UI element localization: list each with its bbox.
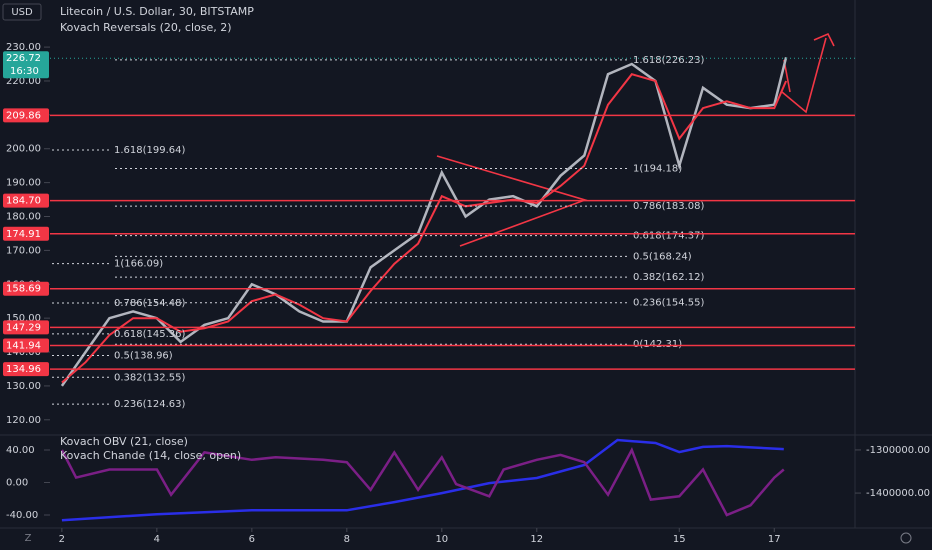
x-tick-label: 6 <box>249 534 255 545</box>
x-tick-label: 12 <box>530 534 543 545</box>
level-box <box>3 320 49 335</box>
arrow-head <box>813 32 835 47</box>
legend-entry: Kovach OBV (21, close) <box>60 435 188 448</box>
fib-label: 0.618(145.36) <box>114 329 186 340</box>
y-tick-label: -40.00 <box>6 510 38 521</box>
level-box <box>3 338 49 353</box>
fib-label: 0.5(168.24) <box>633 251 692 262</box>
level-label: 147.29 <box>6 322 41 333</box>
fib-label: 0.5(138.96) <box>114 351 173 362</box>
timezone-icon[interactable]: Z <box>25 533 32 544</box>
level-box <box>3 193 49 208</box>
y2-tick-label: -1400000.00 <box>866 488 930 499</box>
y-tick-label: 0.00 <box>6 478 28 489</box>
price-label: 226.72 <box>6 53 41 64</box>
chart-title: Litecoin / U.S. Dollar, 30, BITSTAMP <box>60 5 254 18</box>
level-box <box>3 108 49 123</box>
y-tick-label: 170.00 <box>6 245 41 256</box>
fib-label: 1(166.09) <box>114 259 163 270</box>
arrow-drawing <box>781 37 827 114</box>
level-label: 184.70 <box>6 196 41 207</box>
y-tick-label: 190.00 <box>6 178 41 189</box>
fib-label: 0.236(124.63) <box>114 399 186 410</box>
unit-box[interactable] <box>2 3 42 21</box>
y-tick-label: 150.00 <box>6 313 41 324</box>
x-tick-label: 2 <box>59 534 65 545</box>
series-line <box>61 73 788 384</box>
x-tick-label: 17 <box>768 534 781 545</box>
x-tick-label: 4 <box>154 534 160 545</box>
unit: USD <box>11 7 33 18</box>
fib-label: 0.618(174.37) <box>633 231 705 242</box>
fib-label: 1.618(226.23) <box>633 55 705 66</box>
time-label: 16:30 <box>10 66 39 77</box>
y-tick-label: 120.00 <box>6 415 41 426</box>
level-box <box>3 281 49 296</box>
indicator-title: Kovach Reversals (20, close, 2) <box>60 21 232 34</box>
y2-tick-label: -1300000.00 <box>866 445 930 456</box>
fib-label: 0.236(154.55) <box>633 298 705 309</box>
level-box <box>3 226 49 241</box>
level-box <box>3 362 49 377</box>
legend-entry: Kovach Chande (14, close, open) <box>60 449 241 462</box>
fib-label: 0.382(162.12) <box>633 272 705 283</box>
y-tick-label: 200.00 <box>6 144 41 155</box>
series-line <box>61 438 784 522</box>
fib-label: 1(194.18) <box>633 163 682 174</box>
fib-label: 0.786(183.08) <box>633 201 705 212</box>
x-tick-label: 15 <box>673 534 686 545</box>
level-label: 174.91 <box>6 229 41 240</box>
y-tick-label: 230.00 <box>6 42 41 53</box>
fib-label: 0.382(132.55) <box>114 372 186 383</box>
y-tick-label: 220.00 <box>6 76 41 87</box>
fib-label: 0(142.31) <box>633 339 682 350</box>
y-tick-label: 130.00 <box>6 381 41 392</box>
level-label: 134.96 <box>6 364 41 375</box>
x-tick-label: 10 <box>435 534 448 545</box>
settings-icon[interactable] <box>900 532 912 544</box>
fib-label: 0.786(154.48) <box>114 298 186 309</box>
price-box <box>3 51 49 79</box>
series-line <box>60 56 788 387</box>
y-tick-label: 180.00 <box>6 212 41 223</box>
y-tick-label: 40.00 <box>6 445 35 456</box>
series-line <box>60 446 785 517</box>
y-tick-label: 140.00 <box>6 347 41 358</box>
fib-label: 1.618(199.64) <box>114 145 186 156</box>
level-label: 158.69 <box>6 284 41 295</box>
level-label: 141.94 <box>6 340 41 351</box>
x-tick-label: 8 <box>344 534 350 545</box>
level-label: 209.86 <box>6 110 41 121</box>
